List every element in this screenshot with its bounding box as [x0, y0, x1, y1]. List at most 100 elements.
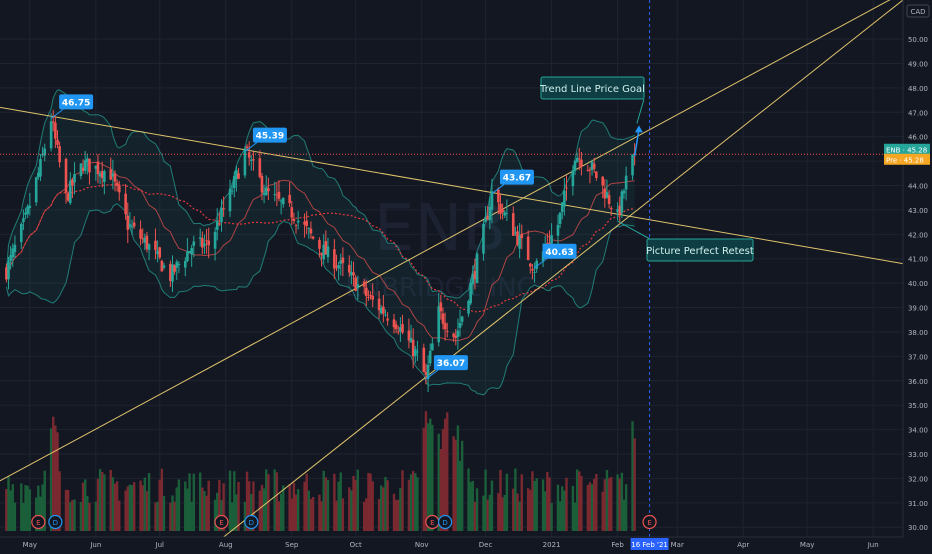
price-tick-label: 37.00 — [908, 353, 928, 361]
volume-bar — [205, 495, 208, 531]
candle-body — [275, 194, 279, 196]
candle-body — [467, 300, 470, 314]
annotation-retest[interactable]: Picture Perfect Retest — [646, 238, 754, 262]
candle-body — [66, 193, 70, 201]
annotation-price-goal[interactable]: Trend Line Price Goal — [539, 76, 645, 100]
volume-bar — [424, 411, 428, 531]
watermark-name: ENBRIDGE INC — [345, 273, 535, 303]
candle-body — [469, 282, 472, 304]
volume-bar — [118, 500, 121, 531]
candle-body — [526, 236, 530, 261]
candle-body — [56, 139, 59, 145]
volume-bar — [141, 485, 144, 531]
candle-body — [409, 338, 413, 343]
time-axis[interactable]: May Jun Jul Aug Sep Oct Nov Dec 2021 Feb Mar Apr May… — [0, 536, 932, 550]
price-label-box — [433, 355, 468, 371]
volume-bar — [58, 471, 61, 531]
volume-bar — [486, 499, 489, 531]
volume-bar — [394, 500, 398, 531]
volume-bar — [147, 473, 151, 531]
volume-bar — [350, 490, 353, 531]
trend-line — [0, 0, 891, 482]
volume-bar — [126, 486, 129, 531]
candle-body — [416, 351, 419, 353]
price-tick-label: 46.00 — [908, 134, 928, 142]
volume-bar — [352, 475, 355, 531]
volume-bar — [216, 492, 219, 531]
volume-bar — [533, 480, 536, 531]
currency-label: CAD — [910, 8, 925, 16]
volume-bar — [348, 487, 351, 531]
volume-bar — [101, 471, 104, 531]
candle-body — [207, 240, 211, 246]
candle-body — [456, 330, 460, 337]
price-tick-label: 41.00 — [908, 256, 928, 264]
candle-body — [88, 158, 91, 173]
volume-bar — [160, 468, 164, 531]
candle-body — [156, 250, 159, 255]
volume-bar — [595, 473, 598, 531]
volume-bar — [503, 494, 506, 531]
volume-bar — [575, 469, 579, 531]
volume-bar — [192, 473, 196, 531]
volume-bar — [369, 473, 372, 531]
price-axis[interactable]: 30.00 31.00 32.00 33.00 34.00 35.00 36.00 37.00… — [902, 0, 932, 537]
target-arrow-head — [634, 125, 643, 133]
moving-average-line — [5, 183, 636, 313]
volume-bar — [618, 478, 621, 531]
volume-bar — [35, 497, 38, 531]
volume-bar — [233, 471, 236, 531]
volume-bar — [505, 473, 509, 531]
dividend-marker — [244, 514, 259, 530]
time-tick-label: 2021 — [543, 541, 561, 549]
candle-body — [94, 165, 98, 169]
currency-badge[interactable]: CAD — [906, 4, 930, 18]
time-tick-label: Mar — [671, 541, 684, 549]
candle-body — [245, 146, 249, 149]
volume-bar — [171, 495, 174, 531]
candle-body — [528, 263, 532, 267]
candle-body — [533, 272, 536, 273]
price-tick-label: 30.00 — [908, 524, 928, 532]
candle-body — [19, 223, 23, 243]
price-label-text: 43.67 — [503, 174, 531, 184]
volume-bar — [66, 489, 70, 531]
candle-body — [7, 261, 10, 280]
candle-body — [354, 277, 357, 291]
candle-body — [311, 236, 315, 239]
volume-bar — [162, 495, 166, 531]
candle-body — [592, 163, 596, 169]
volume-bar — [401, 470, 404, 531]
volume-bar — [109, 469, 112, 531]
candle-body — [96, 161, 100, 175]
volume-bar — [20, 483, 23, 531]
candle-body — [158, 247, 162, 258]
volume-bar — [260, 484, 264, 531]
candle-body — [141, 238, 144, 240]
candle-body — [222, 208, 225, 210]
volume-bar — [460, 440, 464, 531]
candle-body — [586, 170, 590, 171]
candle-body — [220, 207, 223, 223]
annotation-connector — [617, 220, 651, 240]
price-tag — [884, 153, 930, 165]
candle-body — [411, 339, 415, 357]
volume-bar — [429, 418, 432, 531]
candle-body — [556, 224, 560, 236]
candle-body — [577, 158, 581, 160]
candle-body — [37, 172, 40, 178]
candle-body — [113, 173, 117, 182]
event-marker-letter: E — [647, 519, 651, 527]
candle-body — [173, 265, 176, 272]
trend-lines[interactable] — [0, 0, 904, 538]
volume-bar — [467, 468, 470, 531]
volume-bar — [52, 416, 55, 531]
volume-bar — [186, 488, 189, 531]
price-label-box — [59, 94, 94, 110]
volume-bar — [309, 499, 313, 531]
price-label-text: 36.07 — [437, 359, 465, 369]
overlays — [0, 0, 903, 537]
volume-bar — [41, 484, 44, 531]
volume-bar — [586, 485, 590, 531]
